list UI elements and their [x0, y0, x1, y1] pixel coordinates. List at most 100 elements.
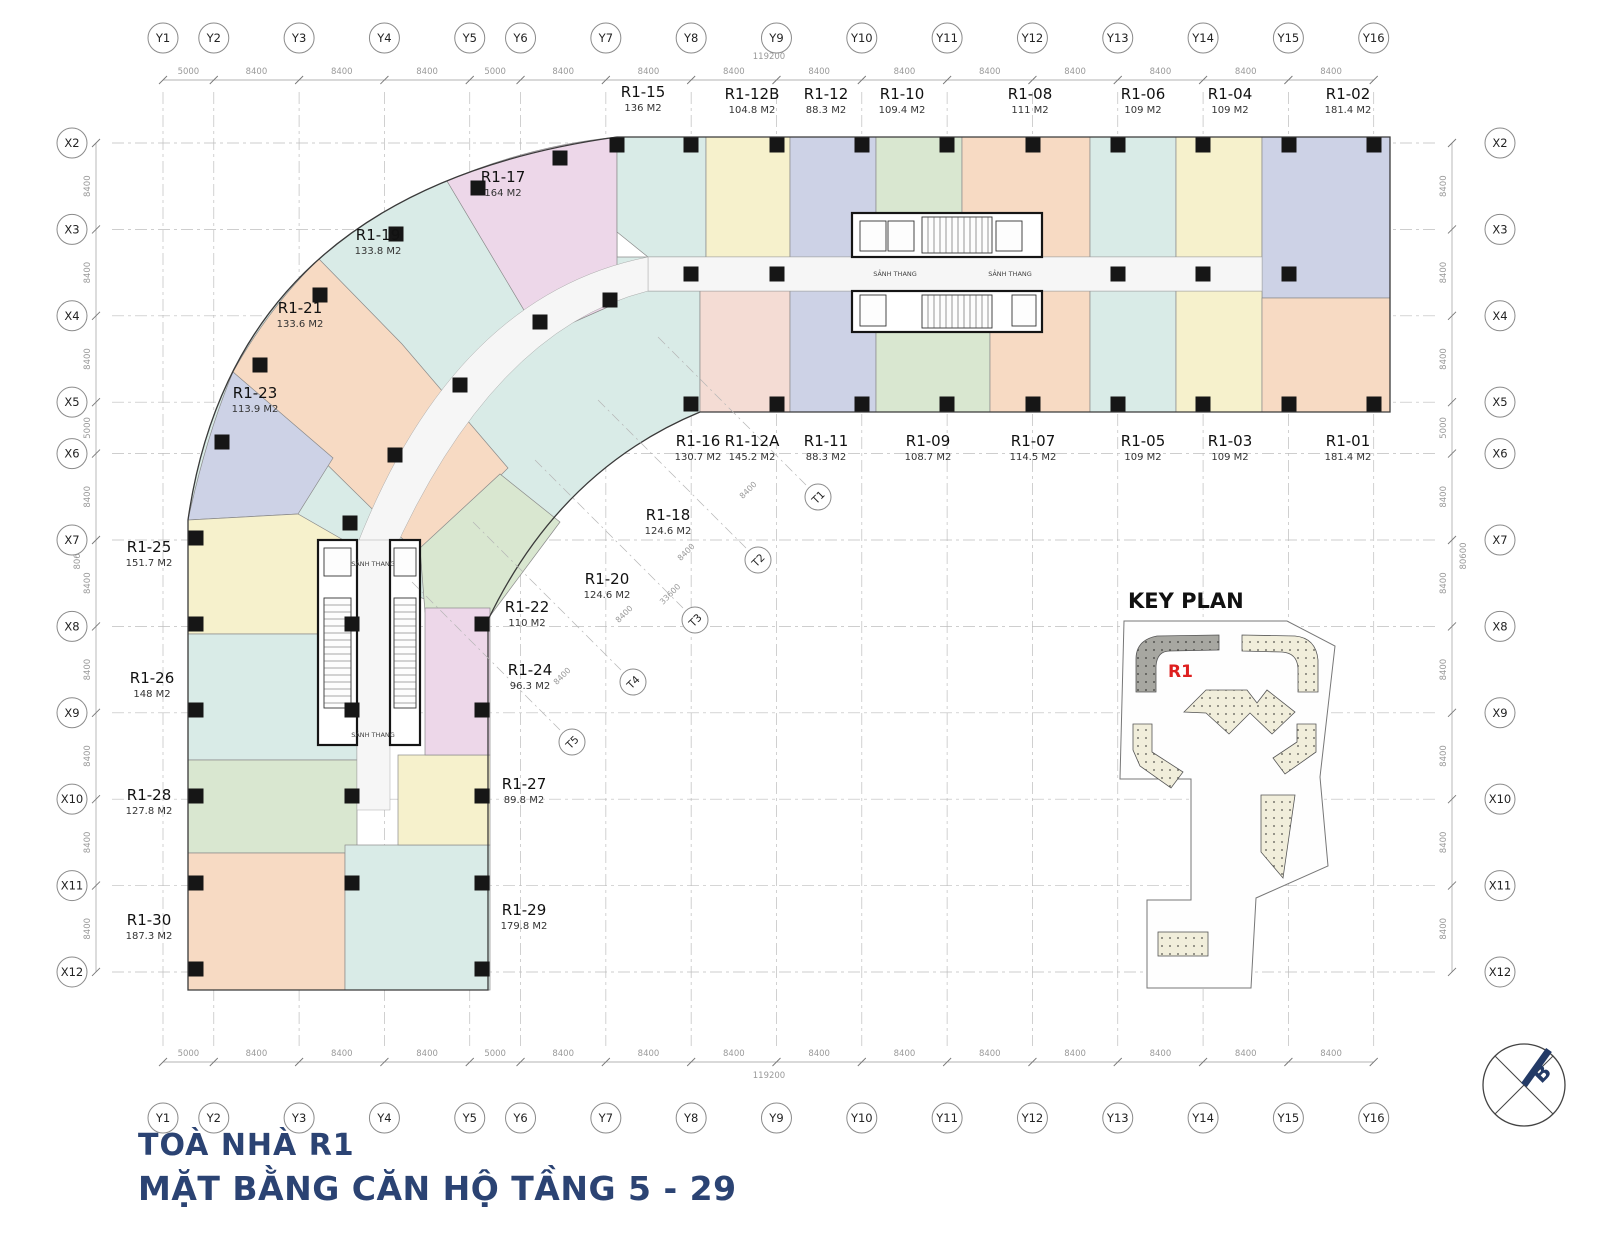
dimension-value: 8400	[83, 175, 93, 197]
dimension-total: 119200	[753, 1071, 785, 1081]
grid-bubble-y14: Y14	[1187, 1102, 1219, 1134]
unit-shape-R1-29	[344, 844, 491, 991]
grid-bubble-circle	[56, 610, 88, 642]
grid-bubble-label: X7	[64, 533, 79, 547]
page-title: TOÀ NHÀ R1	[138, 1128, 355, 1163]
unit-area: 114.5 M2	[1010, 452, 1057, 463]
dimension-value: 8400	[1150, 67, 1172, 77]
unit-label-r1-09: R1-09 108.7 M2	[905, 432, 952, 463]
key-plan-building	[1241, 634, 1319, 693]
grid-bubble-label: X8	[1492, 619, 1507, 633]
dimension-tick	[942, 75, 952, 85]
grid-bubble-y10: Y10	[846, 22, 878, 54]
grid-bubble-circle	[804, 483, 832, 511]
grid-bubble-circle	[1484, 870, 1516, 902]
grid-bubble-label: Y4	[376, 31, 391, 45]
dimension-tick	[91, 967, 101, 977]
grid-bubble-circle	[846, 22, 878, 54]
grid-bubble-x8: X8	[56, 610, 88, 642]
grid-bubble-circle	[558, 728, 586, 756]
dimension-value: 8400	[723, 67, 745, 77]
grid-bubble-label: X6	[1492, 447, 1507, 461]
unit-area: 179.8 M2	[501, 921, 548, 932]
grid-bubble-label: Y10	[850, 31, 873, 45]
grid-bubble-x10: X10	[56, 783, 88, 815]
unit-shape-R1-06	[1089, 136, 1177, 258]
unit-label-r1-04: R1-04 109 M2	[1208, 85, 1252, 116]
column-marker	[552, 150, 568, 166]
column-marker	[188, 702, 204, 718]
unit-area: 133.8 M2	[355, 246, 402, 257]
unit-shape-R1-02	[1261, 136, 1391, 299]
unit-number: R1-08	[1008, 85, 1052, 103]
dimension-tick	[380, 75, 389, 85]
column-marker	[1025, 137, 1041, 153]
grid-bubble-y12: Y12	[1016, 1102, 1048, 1134]
grid-bubble-label: X2	[1492, 136, 1507, 150]
column-marker	[854, 137, 870, 153]
grid-bubble-t4: T4	[619, 668, 647, 696]
grid-bubble-circle	[147, 22, 179, 54]
unit-label-r1-28: R1-28 127.8 M2	[126, 786, 173, 817]
grid-bubble-circle	[56, 213, 88, 245]
dimension-value: 8400	[1439, 918, 1449, 940]
unit-shape-R1-01	[1261, 297, 1391, 413]
dimension-tick	[1447, 449, 1457, 458]
grid-bubble-label: X8	[64, 619, 79, 633]
grid-bubble-y12: Y12	[1016, 22, 1048, 54]
dimension-total: 80600	[73, 542, 83, 569]
dimension-tick	[1113, 75, 1123, 85]
dimension-tick	[1447, 138, 1457, 148]
grid-bubble-circle	[505, 22, 537, 54]
dimension-value: 8400	[331, 67, 353, 77]
dimension-value: 8400	[1439, 832, 1449, 854]
unit-shape-R1-30	[187, 852, 346, 991]
grid-bubble-circle	[760, 1102, 792, 1134]
dimension-value: 8400	[723, 1049, 745, 1059]
grid-bubble-circle	[1484, 610, 1516, 642]
dimension-value: 5000	[1439, 417, 1449, 439]
dimension-value: 8400	[83, 572, 93, 594]
dimension-value: 8400	[552, 1049, 574, 1059]
dimension-tick	[1369, 1057, 1379, 1067]
dimension-tick	[1369, 75, 1379, 85]
grid-bubble-label: Y9	[768, 31, 783, 45]
column-marker	[188, 961, 204, 977]
grid-bubble-label: Y4	[376, 1111, 391, 1125]
grid-bubble-label: X6	[64, 447, 79, 461]
grid-bubble-circle	[931, 1102, 963, 1134]
unit-area: 164 M2	[484, 188, 521, 199]
unit-number: R1-06	[1121, 85, 1165, 103]
dimension-tick	[857, 75, 867, 85]
unit-number: R1-26	[130, 669, 174, 687]
dimension-tick	[1447, 397, 1457, 407]
unit-area: 181.4 M2	[1325, 452, 1372, 463]
unit-area: 113.9 M2	[232, 404, 279, 415]
unit-label-r1-26: R1-26 148 M2	[130, 669, 174, 700]
unit-label-r1-12b: R1-12B 104.8 M2	[725, 85, 780, 116]
dimension-value: 8400	[1439, 572, 1449, 594]
grid-bubble-circle	[56, 386, 88, 418]
column-marker	[474, 702, 490, 718]
dimension-tick	[1447, 708, 1457, 718]
dimension-tick	[91, 881, 101, 890]
corridor-vertical	[356, 539, 391, 811]
column-marker	[452, 377, 468, 393]
grid-bubble-x5: X5	[1484, 386, 1516, 418]
column-marker	[609, 137, 625, 153]
dimension-value: 8400	[552, 666, 573, 687]
column-marker	[344, 875, 360, 891]
unit-label-r1-05: R1-05 109 M2	[1121, 432, 1165, 463]
grid-bubble-y15: Y15	[1272, 22, 1304, 54]
grid-bubble-label: X9	[64, 706, 79, 720]
dimension-tick	[601, 1057, 611, 1067]
column-marker	[470, 180, 486, 196]
dimension-tick	[1284, 1057, 1293, 1067]
grid-bubble-label: Y13	[1106, 31, 1129, 45]
grid-bubble-label: Y1	[155, 31, 170, 45]
column-marker	[188, 616, 204, 632]
column-marker	[474, 616, 490, 632]
unit-number: R1-20	[585, 570, 629, 588]
stair-shaft	[393, 597, 417, 709]
